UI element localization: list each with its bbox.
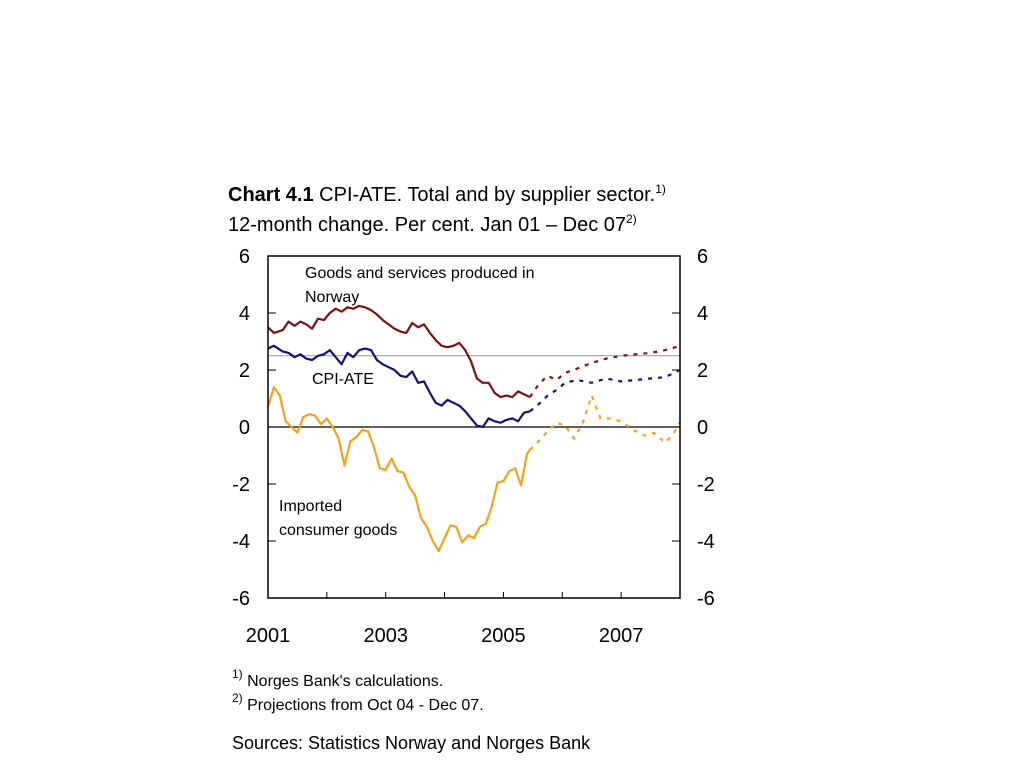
annotation-cpi-ate: CPI-ATE bbox=[312, 371, 374, 388]
y-tick-label-right: 6 bbox=[697, 246, 708, 268]
y-tick-label-left: 6 bbox=[239, 246, 250, 268]
y-tick-label-right: -4 bbox=[697, 531, 715, 553]
footnote-1: 1) Norges Bank's calculations. bbox=[232, 668, 444, 691]
series-projection-imported bbox=[529, 392, 680, 451]
annotation-imported-line2: consumer goods bbox=[279, 522, 397, 539]
sources-note: Sources: Statistics Norway and Norges Ba… bbox=[232, 733, 591, 753]
reference-lines bbox=[268, 355, 680, 428]
chart-number: Chart 4.1 bbox=[228, 184, 314, 206]
y-tick-label-right: -6 bbox=[697, 588, 715, 610]
y-tick-label-left: -6 bbox=[232, 588, 250, 610]
series-line-imported bbox=[268, 386, 531, 553]
x-tick-label: 2001 bbox=[246, 625, 291, 647]
tick-labels: 6 6 4 4 2 2 0 0 -2 -2 -4 -4 -6 -6 2001 2003 2005 2007 bbox=[232, 246, 715, 647]
footnote-1-text: Norges Bank's calculations. bbox=[247, 673, 444, 690]
series-line-norway bbox=[268, 304, 531, 399]
chart-title: Chart 4.1 CPI-ATE. Total and by supplier… bbox=[228, 180, 666, 210]
series-layer bbox=[268, 304, 680, 553]
footnote-2-text: Projections from Oct 04 - Dec 07. bbox=[247, 697, 484, 714]
title-footnote-mark: 1) bbox=[655, 182, 666, 196]
chart-subtitle: 12-month change. Per cent. Jan 01 – Dec … bbox=[228, 210, 666, 240]
y-tick-label-left: 2 bbox=[239, 360, 250, 382]
y-tick-label-right: 4 bbox=[697, 303, 708, 325]
series-projection-cpiate bbox=[529, 368, 680, 413]
y-tick-label-right: 2 bbox=[697, 360, 708, 382]
y-tick-label-left: -2 bbox=[232, 474, 250, 496]
x-tick-label: 2007 bbox=[599, 625, 644, 647]
y-tick-label-left: 0 bbox=[239, 417, 250, 439]
series-projection-norway bbox=[528, 344, 680, 398]
annotation-norway-line2: Norway bbox=[305, 289, 359, 306]
footnote-2-mark: 2) bbox=[232, 691, 243, 705]
footnote-2: 2) Projections from Oct 04 - Dec 07. bbox=[232, 692, 484, 715]
axis-ticks bbox=[267, 255, 681, 599]
chart-subtitle-text: 12-month change. Per cent. Jan 01 – Dec … bbox=[228, 214, 627, 236]
x-tick-label: 2003 bbox=[363, 625, 408, 647]
subtitle-footnote-mark: 2) bbox=[626, 212, 637, 226]
chart-title-block: Chart 4.1 CPI-ATE. Total and by supplier… bbox=[228, 180, 666, 240]
series-line-cpiate bbox=[268, 344, 531, 429]
y-tick-label-left: -4 bbox=[232, 531, 250, 553]
footnote-1-mark: 1) bbox=[232, 667, 243, 681]
y-tick-label-left: 4 bbox=[239, 303, 250, 325]
annotation-norway: Goods and services produced in bbox=[305, 265, 534, 282]
x-tick-label: 2005 bbox=[481, 625, 526, 647]
annotation-imported: Imported bbox=[279, 498, 342, 515]
y-tick-label-right: 0 bbox=[697, 417, 708, 439]
y-tick-label-right: -2 bbox=[697, 474, 715, 496]
chart-title-text: CPI-ATE. Total and by supplier sector. bbox=[319, 184, 656, 206]
